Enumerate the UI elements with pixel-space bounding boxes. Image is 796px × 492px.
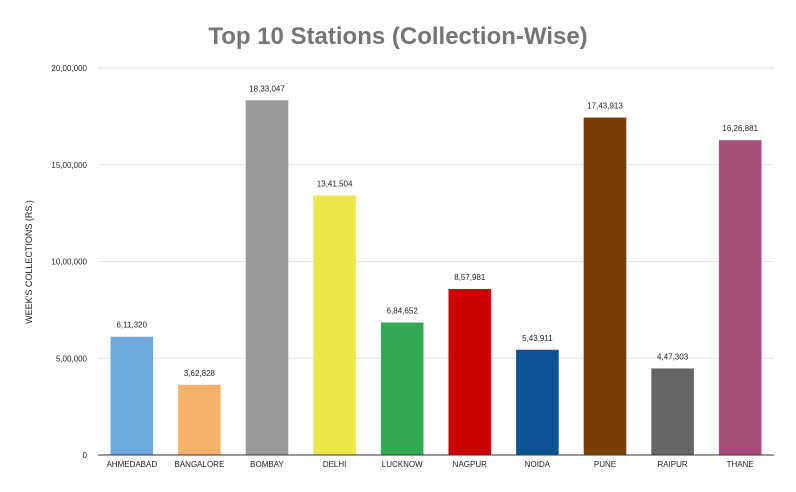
bar-bangalore	[178, 384, 221, 455]
y-tick-label: 5,00,000	[56, 354, 88, 363]
x-tick-label: THANE	[727, 460, 754, 469]
x-tick-label: LUCKNOW	[382, 460, 423, 469]
gridlines	[98, 67, 774, 359]
data-label: 6,11,320	[117, 321, 148, 330]
y-tick-label: 0	[83, 451, 88, 460]
data-label: 5,43,911	[522, 334, 553, 343]
x-tick-label: NOIDA	[525, 460, 551, 469]
chart-title: Top 10 Stations (Collection-Wise)	[208, 23, 587, 50]
bars	[110, 100, 762, 456]
x-tick-label: BOMBAY	[250, 460, 284, 469]
x-tick-label: BANGALORE	[175, 460, 225, 469]
bar-nagpur	[448, 288, 492, 455]
x-tick-label: DELHI	[323, 460, 347, 469]
x-tick-label: RAIPUR	[657, 460, 687, 469]
data-label: 13,41,504	[317, 179, 353, 188]
data-label: 18,33,047	[249, 84, 285, 93]
data-label: 3,62,828	[184, 369, 216, 378]
data-label: 17,43,913	[587, 102, 623, 111]
x-axis-ticks: AHMEDABAD BANGALORE BOMBAY DELHI LUCKNOW NAGP…	[106, 460, 753, 469]
data-label: 6,84,652	[387, 307, 419, 316]
bar-thane	[718, 140, 762, 455]
x-tick-label: NAGPUR	[453, 460, 487, 469]
y-tick-label: 15,00,000	[51, 161, 87, 170]
y-tick-label: 10,00,000	[51, 258, 87, 267]
x-tick-label: PUNE	[594, 460, 616, 469]
bar-pune	[583, 117, 627, 456]
data-label: 4,47,303	[657, 352, 689, 361]
data-labels: 6,11,320 3,62,828 18,33,047 13,41,504 6,84,6…	[117, 84, 759, 377]
y-axis-label: WEEK'S COLLECTIONS (RS.)	[24, 200, 34, 324]
data-label: 16,26,881	[722, 124, 758, 133]
bar-delhi	[313, 195, 356, 455]
y-axis-ticks: 0 5,00,000 10,00,000 15,00,000 20,00,000	[51, 64, 87, 460]
bar-ahmedabad	[110, 336, 154, 455]
x-tick-label: AHMEDABAD	[106, 460, 157, 469]
bar-raipur	[651, 368, 694, 455]
data-label: 8,57,981	[454, 273, 486, 282]
y-tick-label: 20,00,000	[51, 64, 87, 73]
bar-bombay	[245, 100, 289, 455]
bar-lucknow	[380, 322, 424, 455]
bar-noida	[516, 349, 559, 455]
